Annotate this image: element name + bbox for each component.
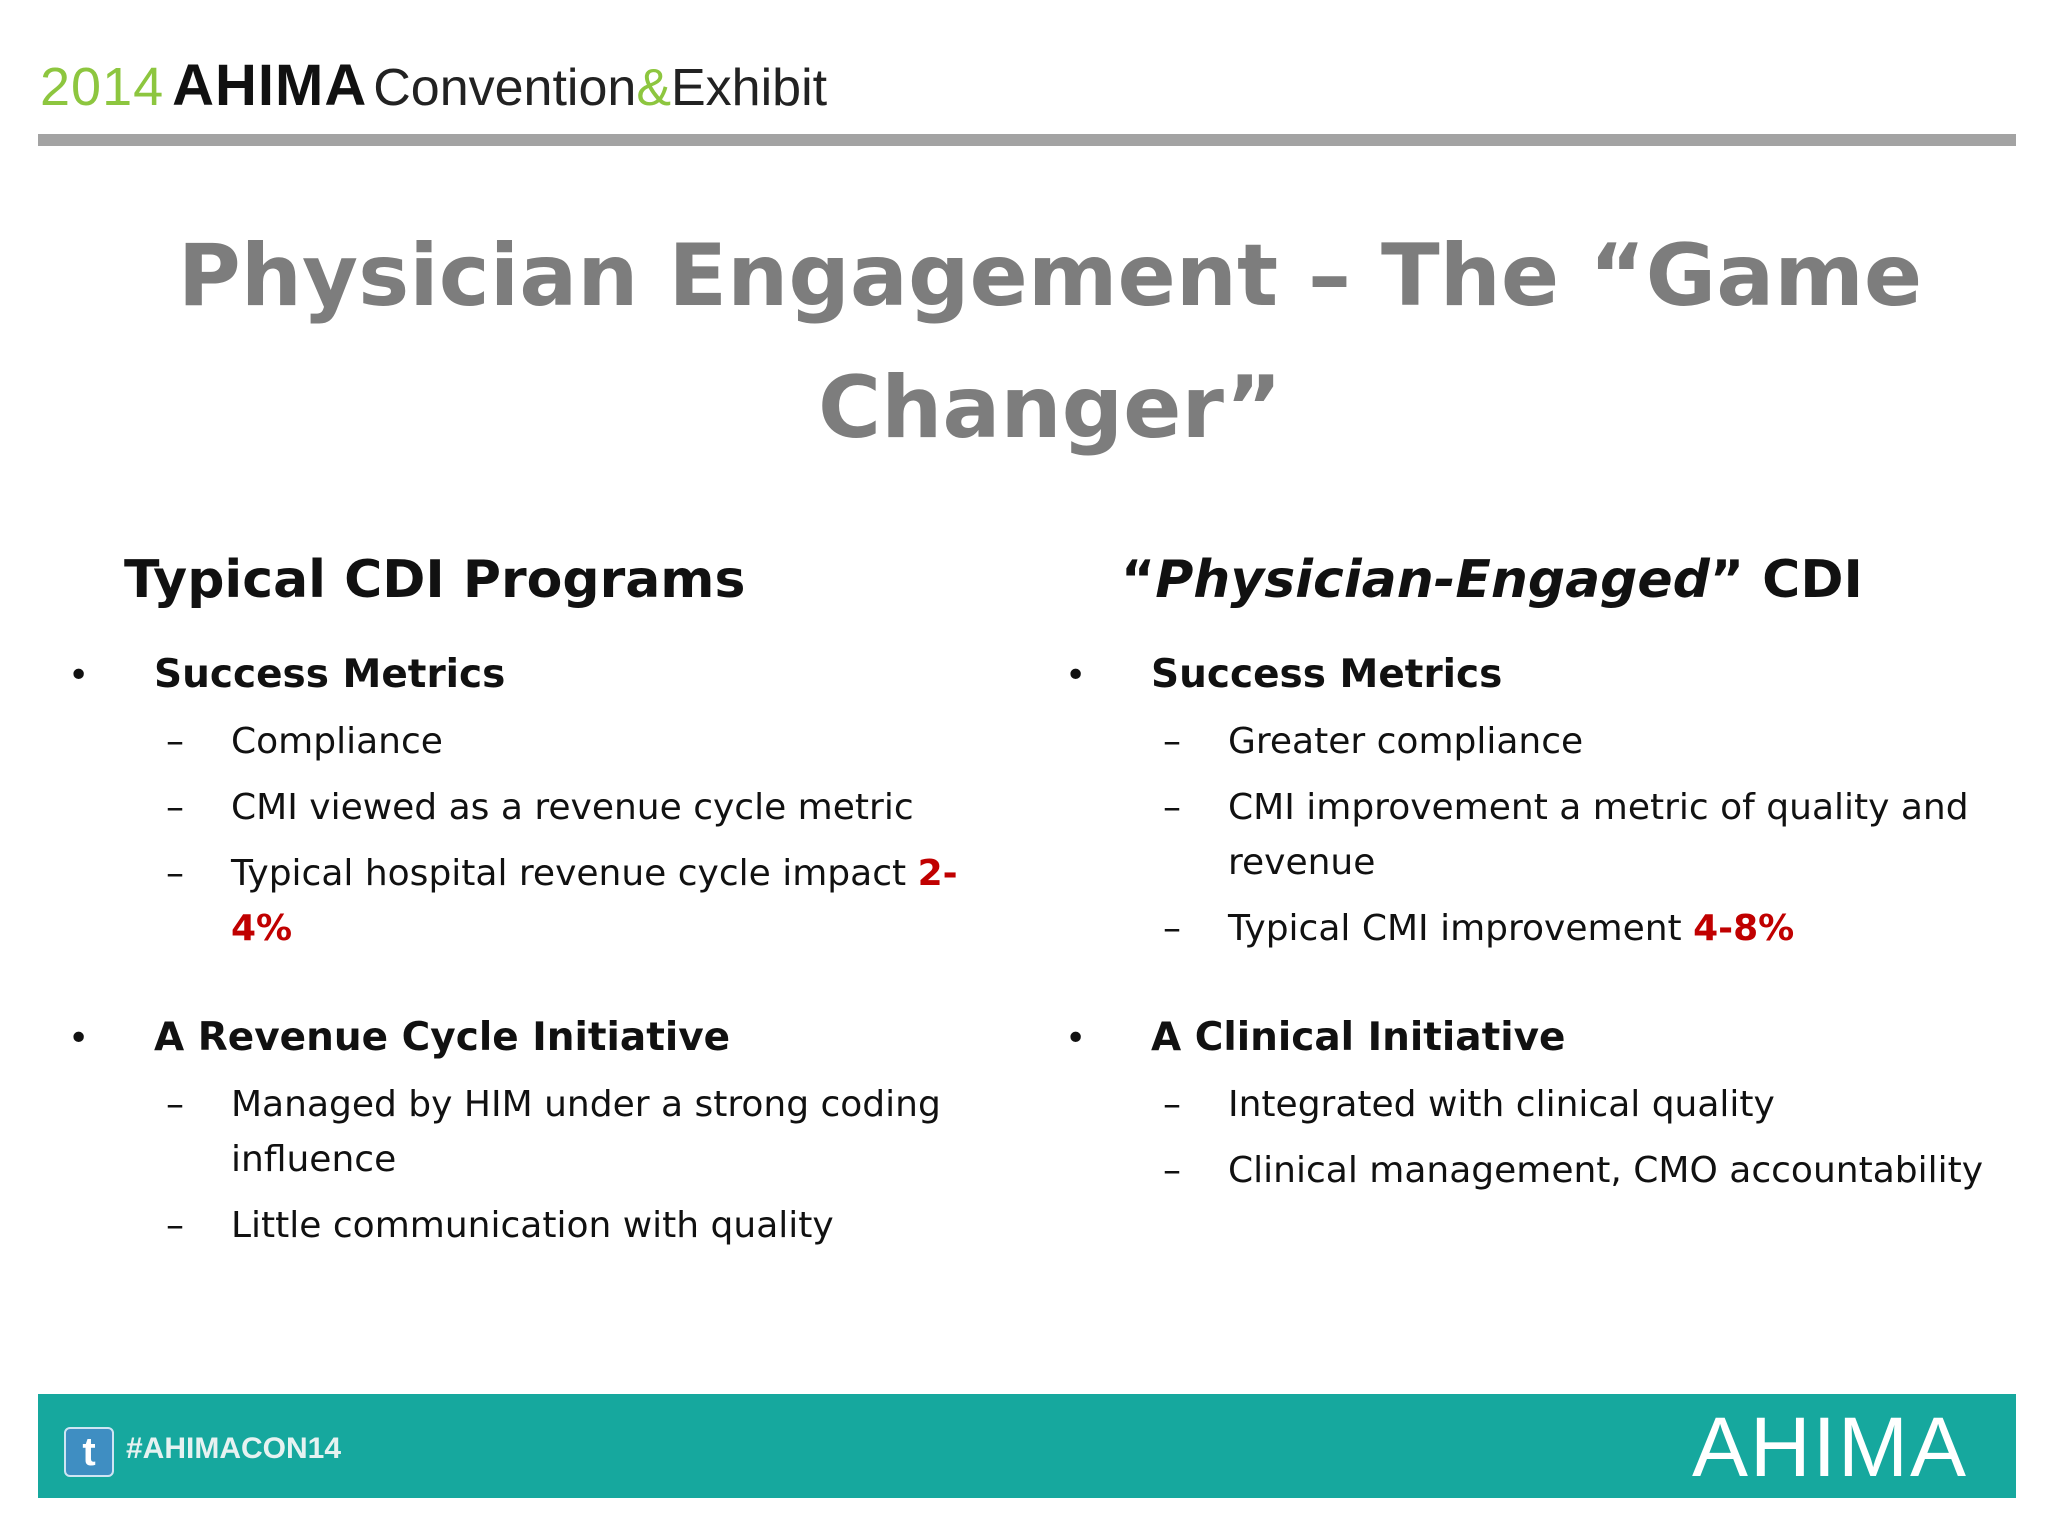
bullet-item: • A Revenue Cycle Initiative — [58, 1005, 978, 1071]
bullet-item: • A Clinical Initiative — [1055, 1005, 1995, 1071]
impact-highlight: 2-4% — [231, 853, 958, 949]
header-ampersand: & — [636, 59, 671, 117]
sub-item-text: Typical CMI improvement — [1228, 908, 1694, 949]
header-convention: Convention — [373, 59, 637, 117]
bullet-label: Success Metrics — [154, 652, 506, 697]
dash-icon: – — [1163, 721, 1181, 762]
sub-item: – Typical hospital revenue cycle impact … — [166, 846, 978, 956]
dash-icon: – — [166, 1205, 184, 1246]
bullet-item: • Success Metrics — [1055, 642, 1995, 708]
bullet-item: • Success Metrics — [58, 642, 978, 708]
left-column: Typical CDI Programs • Success Metrics –… — [58, 540, 978, 1264]
cmi-highlight: 4-8% — [1693, 908, 1795, 949]
bullet-dot-icon: • — [1065, 655, 1087, 696]
left-heading: Typical CDI Programs — [124, 550, 746, 610]
sub-item: – Greater compliance — [1163, 714, 1995, 769]
footer-hashtag: #AHIMACON14 — [126, 1432, 342, 1465]
ahima-logo: AHIMA — [1691, 1400, 1968, 1494]
heading-italic: Physician-Engaged — [1155, 550, 1710, 610]
sub-item: – Integrated with clinical quality — [1163, 1077, 1995, 1132]
dash-icon: – — [1163, 1084, 1181, 1125]
dash-icon: – — [1163, 1150, 1181, 1191]
sub-item-text: CMI improvement a metric of quality and … — [1228, 787, 1969, 883]
sub-item: – Typical CMI improvement 4-8% — [1163, 901, 1995, 956]
header-divider — [38, 134, 2016, 146]
bullet-dot-icon: • — [1065, 1018, 1087, 1059]
bullet-label: Success Metrics — [1151, 652, 1503, 697]
dash-icon: – — [166, 1084, 184, 1125]
sub-item: – Little communication with quality — [166, 1198, 978, 1253]
bullet-dot-icon: • — [68, 655, 90, 696]
bullet-label: A Revenue Cycle Initiative — [154, 1015, 731, 1060]
sub-item-text: Clinical management, CMO accountability — [1228, 1150, 1984, 1191]
header-org: AHIMA — [172, 53, 368, 118]
sub-item: – Managed by HIM under a strong coding i… — [166, 1077, 978, 1187]
heading-close: ” CDI — [1709, 550, 1863, 610]
sub-item: – Compliance — [166, 714, 978, 769]
sub-item-text: Little communication with quality — [231, 1205, 834, 1246]
header-year: 2014 — [40, 57, 165, 117]
bullet-dot-icon: • — [68, 1018, 90, 1059]
dash-icon: – — [166, 787, 184, 828]
convention-header: 2014 AHIMA Convention & Exhibit — [40, 52, 827, 119]
sub-item-text: CMI viewed as a revenue cycle metric — [231, 787, 914, 828]
sub-item: – CMI viewed as a revenue cycle metric — [166, 780, 978, 835]
dash-icon: – — [166, 721, 184, 762]
footer-bar: t #AHIMACON14 AHIMA — [38, 1394, 2016, 1498]
dash-icon: – — [1163, 787, 1181, 828]
sub-item: – CMI improvement a metric of quality an… — [1163, 780, 1995, 890]
right-column: “Physician-Engaged” CDI • Success Metric… — [1055, 540, 1995, 1209]
twitter-icon: t — [64, 1427, 114, 1477]
header-exhibit: Exhibit — [671, 59, 828, 117]
bullet-label: A Clinical Initiative — [1151, 1015, 1566, 1060]
heading-open-quote: “ — [1121, 550, 1156, 610]
sub-item-text: Greater compliance — [1228, 721, 1584, 762]
right-heading: “Physician-Engaged” CDI — [1121, 540, 1995, 620]
sub-item-text: Integrated with clinical quality — [1228, 1084, 1775, 1125]
sub-item: – Clinical management, CMO accountabilit… — [1163, 1143, 1995, 1198]
dash-icon: – — [166, 853, 184, 894]
sub-item-text: Managed by HIM under a strong coding inf… — [231, 1084, 941, 1180]
sub-item-text: Typical hospital revenue cycle impact — [231, 853, 918, 894]
sub-item-text: Compliance — [231, 721, 443, 762]
slide-title: Physician Engagement – The “Game Changer… — [177, 226, 1923, 458]
dash-icon: – — [1163, 908, 1181, 949]
